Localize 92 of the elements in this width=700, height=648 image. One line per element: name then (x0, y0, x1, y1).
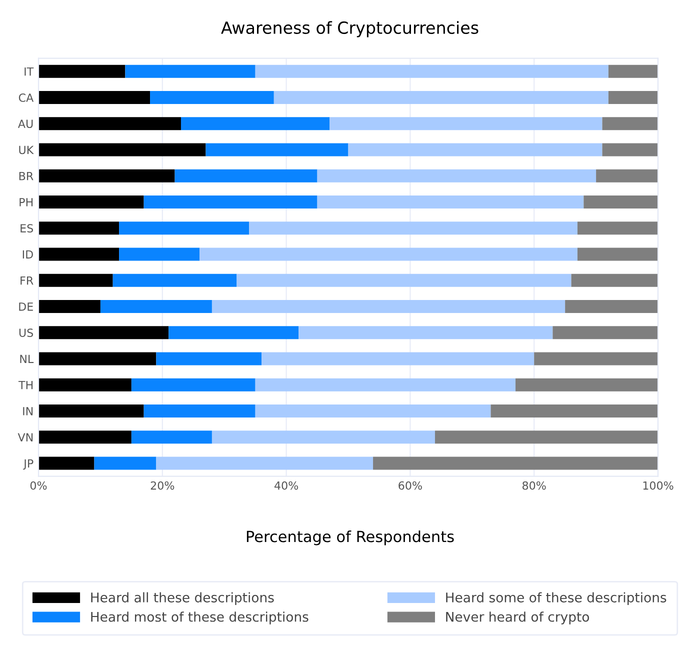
x-tick-label: 20% (150, 481, 174, 490)
bar (38, 169, 175, 182)
bar (38, 378, 132, 392)
bar (298, 326, 553, 340)
bar (156, 352, 262, 366)
bar (577, 222, 658, 235)
bar (112, 274, 237, 287)
y-tick-label: ID (22, 250, 33, 258)
bar (94, 456, 156, 470)
bar (38, 195, 144, 209)
bar (156, 456, 374, 470)
y-tick-label: NL (20, 354, 34, 363)
x-axis-title: Percentage of Respondents (246, 530, 454, 546)
bar (38, 352, 156, 366)
bar (144, 195, 318, 209)
bar (38, 248, 120, 261)
bar (131, 430, 212, 444)
legend-label: Never heard of crypto (446, 612, 590, 624)
y-tick-label: FR (20, 276, 34, 285)
chart-title: Awareness of Cryptocurrencies (221, 21, 478, 38)
x-tick-label: 100% (643, 481, 674, 490)
bar (255, 64, 608, 78)
y-tick-label: US (19, 328, 34, 337)
bar (516, 378, 658, 392)
bar (38, 456, 94, 470)
bar (565, 300, 658, 314)
y-tick-label: BR (19, 172, 34, 180)
bar (119, 222, 250, 235)
bar (125, 64, 256, 78)
bar (212, 430, 435, 444)
bar (373, 456, 658, 470)
y-tick-label: PH (20, 198, 33, 206)
y-tick-label: TH (18, 380, 33, 390)
x-tick-label: 80% (522, 481, 546, 490)
x-tick-label: 0% (30, 481, 47, 490)
bar (584, 195, 658, 209)
bar (38, 64, 126, 78)
y-tick-label: IN (23, 407, 33, 416)
bar (348, 143, 602, 156)
bar (38, 300, 100, 314)
bar (274, 90, 608, 104)
bar (200, 248, 578, 261)
y-tick-label: JP (23, 459, 34, 470)
y-tick-label: DE (19, 302, 33, 311)
bar (608, 64, 658, 78)
bar (38, 404, 144, 418)
bar (38, 117, 181, 130)
bar (255, 378, 516, 392)
bar (602, 117, 658, 130)
bar (38, 222, 120, 235)
bar (131, 378, 256, 392)
bar (490, 404, 658, 418)
bar (100, 300, 212, 314)
x-tick-label: 40% (274, 481, 298, 490)
legend-label: Heard all these descriptions (91, 592, 274, 605)
bar (168, 326, 299, 340)
bar (602, 143, 658, 156)
bar (262, 352, 534, 366)
y-tick-label: UK (19, 146, 34, 154)
bar (212, 300, 566, 314)
bar (534, 352, 658, 366)
bar (236, 274, 572, 287)
bar (38, 430, 132, 444)
bar (255, 404, 491, 418)
bar (596, 169, 658, 182)
x-tick-label: 60% (398, 481, 422, 490)
bar (174, 169, 318, 182)
bar (317, 195, 584, 209)
bar (150, 90, 274, 104)
bar (577, 248, 658, 261)
bar (317, 169, 596, 182)
bar (144, 404, 256, 418)
bar (38, 90, 150, 104)
bar (608, 90, 658, 104)
y-tick-label: ES (20, 224, 34, 232)
y-tick-label: CA (18, 93, 34, 102)
bar (330, 117, 602, 130)
bar (180, 117, 330, 130)
y-tick-label: VN (18, 433, 33, 442)
bar (38, 326, 169, 340)
y-tick-label: AU (18, 120, 33, 128)
bar (571, 274, 658, 287)
bar (249, 222, 578, 235)
bar (434, 430, 658, 444)
bar (552, 326, 658, 340)
legend-label: Heard most of these descriptions (91, 612, 308, 624)
y-tick-label: IT (24, 68, 34, 76)
bar (38, 143, 206, 156)
legend-label: Heard some of these descriptions (446, 592, 666, 605)
bar (38, 274, 113, 287)
bar (119, 248, 200, 261)
bar (206, 143, 348, 156)
